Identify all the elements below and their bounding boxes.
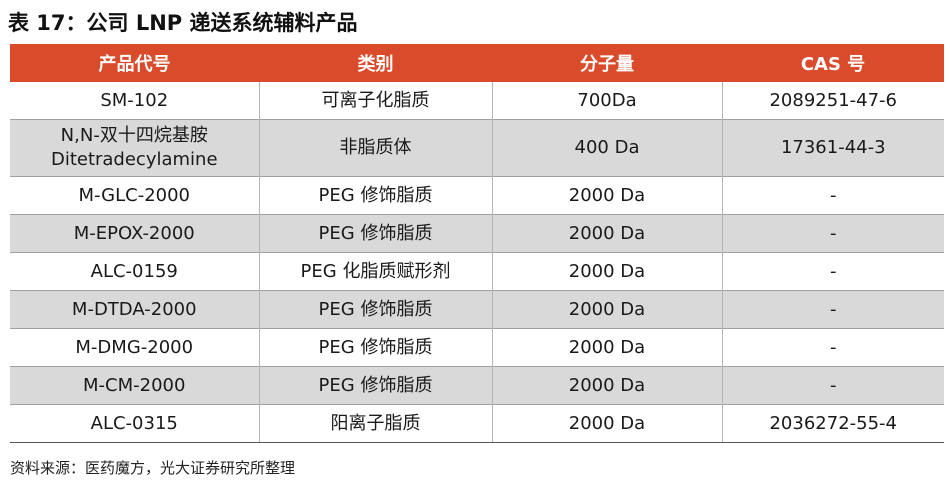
table-row: M-CM-2000 PEG 修饰脂质 2000 Da -: [10, 366, 944, 405]
cell-product-code: M-CM-2000: [10, 366, 259, 405]
cell-product-code: M-DTDA-2000: [10, 290, 259, 329]
cell-molecular-weight: 400 Da: [491, 119, 722, 177]
cell-molecular-weight: 2000 Da: [491, 290, 722, 329]
table-row: N,N-双十四烷基胺 Ditetradecylamine 非脂质体 400 Da…: [10, 119, 944, 177]
cell-category: 阳离子脂质: [258, 404, 492, 443]
cell-molecular-weight: 700Da: [491, 82, 722, 120]
cell-molecular-weight: 2000 Da: [491, 328, 722, 367]
cell-product-code: ALC-0315: [10, 404, 259, 443]
cell-category: PEG 修饰脂质: [258, 290, 492, 329]
cell-product-code: SM-102: [100, 89, 169, 111]
table-row: M-EPOX-2000 PEG 修饰脂质 2000 Da -: [10, 214, 944, 253]
cell-product-code: M-DMG-2000: [10, 328, 259, 367]
cell-product-code: N,N-双十四烷基胺 Ditetradecylamine: [10, 119, 259, 177]
cell-product-code: ALC-0159: [10, 252, 259, 291]
cell-product-code: M-GLC-2000: [10, 176, 259, 215]
cell-molecular-weight: 2000 Da: [491, 214, 722, 253]
table-row: ALC-0159 PEG 化脂质赋形剂 2000 Da -: [10, 252, 944, 291]
cell-molecular-weight: 2000 Da: [491, 404, 722, 443]
cell-cas-number: -: [721, 290, 944, 329]
table-row: ALC-0315 阳离子脂质 2000 Da 2036272-55-4: [10, 404, 944, 443]
cell-molecular-weight: 2000 Da: [491, 252, 722, 291]
cell-product-code-line1: N,N-双十四烷基胺: [60, 125, 208, 146]
source-note: 资料来源：医药魔方，光大证券研究所整理: [10, 459, 296, 477]
table-row: SM-102 可离子化脂质 700Da 2089251-47-6: [10, 82, 944, 120]
cell-product-code: M-EPOX-2000: [10, 214, 259, 253]
cell-cas-number: -: [721, 328, 944, 367]
header-cas-number: CAS 号: [722, 44, 944, 82]
product-table-container: 产品代号 类别 分子量 CAS 号 SM-102 可离子化脂质 700Da 20…: [10, 44, 944, 443]
table-body: SM-102 可离子化脂质 700Da 2089251-47-6 N,N-双十四…: [10, 82, 944, 443]
cell-category: 可离子化脂质: [258, 82, 492, 120]
cell-category: PEG 修饰脂质: [258, 214, 492, 253]
cell-molecular-weight: 2000 Da: [491, 176, 722, 215]
cell-category: PEG 修饰脂质: [258, 328, 492, 367]
cell-cas-number: -: [721, 176, 944, 215]
cell-cas-number: 2036272-55-4: [721, 404, 944, 443]
table-title: 表 17：公司 LNP 递送系统辅料产品: [8, 11, 358, 35]
cell-category: 非脂质体: [258, 119, 492, 177]
cell-category: PEG 修饰脂质: [258, 176, 492, 215]
header-row: 产品代号 类别 分子量 CAS 号: [10, 44, 944, 82]
table-header: 产品代号 类别 分子量 CAS 号: [10, 44, 944, 82]
product-table: 产品代号 类别 分子量 CAS 号 SM-102 可离子化脂质 700Da 20…: [10, 44, 944, 443]
cell-product-code-line2: Ditetradecylamine: [50, 149, 218, 170]
cell-cas-number: 2089251-47-6: [721, 82, 944, 120]
cell-molecular-weight: 2000 Da: [491, 366, 722, 405]
header-molecular-weight: 分子量: [492, 44, 722, 82]
cell-cas-number: -: [721, 252, 944, 291]
cell-category: PEG 化脂质赋形剂: [258, 252, 492, 291]
cell-category: PEG 修饰脂质: [258, 366, 492, 405]
cell-cas-number: 17361-44-3: [721, 119, 944, 177]
cell-cas-number: -: [721, 366, 944, 405]
cell-cas-number: -: [721, 214, 944, 253]
header-product-code: 产品代号: [10, 44, 259, 82]
table-row: M-DMG-2000 PEG 修饰脂质 2000 Da -: [10, 328, 944, 367]
header-category: 类别: [259, 44, 492, 82]
table-row: M-DTDA-2000 PEG 修饰脂质 2000 Da -: [10, 290, 944, 329]
table-row: M-GLC-2000 PEG 修饰脂质 2000 Da -: [10, 176, 944, 215]
